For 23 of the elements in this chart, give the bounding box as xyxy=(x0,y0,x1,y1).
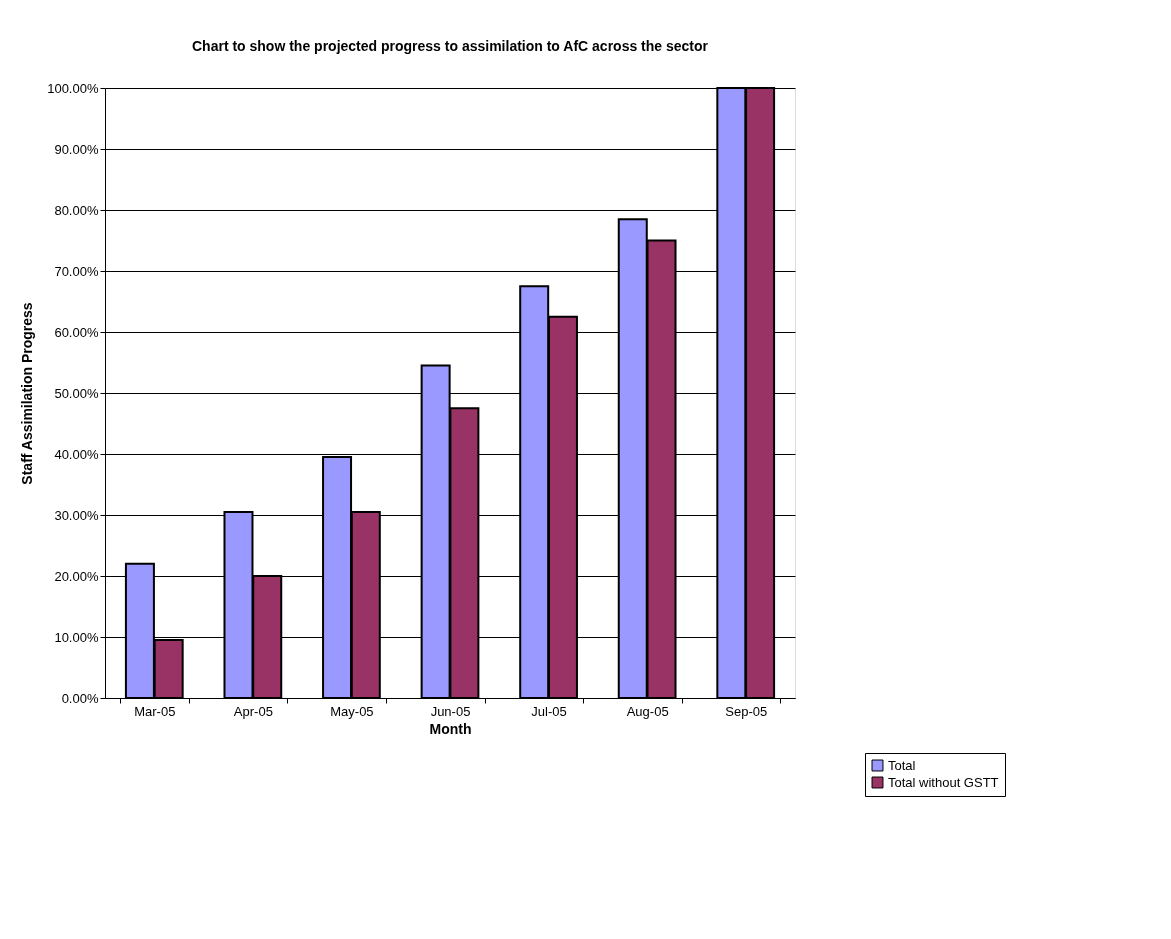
x-tick-label: Sep-05 xyxy=(725,703,768,719)
legend-label: Total without GSTT xyxy=(888,774,999,790)
y-tick-label: 70.00% xyxy=(54,263,99,279)
x-axis-title: Month xyxy=(429,720,472,737)
y-tick-label: 50.00% xyxy=(54,385,99,401)
y-tick-label: 0.00% xyxy=(61,690,99,706)
x-tick-label: Aug-05 xyxy=(626,703,669,719)
x-tick-label: Jun-05 xyxy=(430,703,471,719)
x-tick-label: Mar-05 xyxy=(134,703,176,719)
chart-title: Chart to show the projected progress to assimilation to AfC across the sector xyxy=(191,38,709,54)
y-axis-title: Staff Assimilation Progress xyxy=(19,302,36,485)
legend-label: Total xyxy=(888,757,916,773)
y-tick-label: 10.00% xyxy=(54,629,99,645)
x-tick-label: May-05 xyxy=(330,703,374,719)
y-tick-label: 90.00% xyxy=(54,141,99,157)
x-tick-label: Apr-05 xyxy=(233,703,273,719)
y-tick-label: 80.00% xyxy=(54,202,99,218)
y-tick-label: 30.00% xyxy=(54,507,99,523)
y-tick-label: 40.00% xyxy=(54,446,99,462)
y-tick-label: 100.00% xyxy=(47,80,99,96)
x-tick-label: Jul-05 xyxy=(531,703,567,719)
y-tick-label: 60.00% xyxy=(54,324,99,340)
y-tick-label: 20.00% xyxy=(54,568,99,584)
